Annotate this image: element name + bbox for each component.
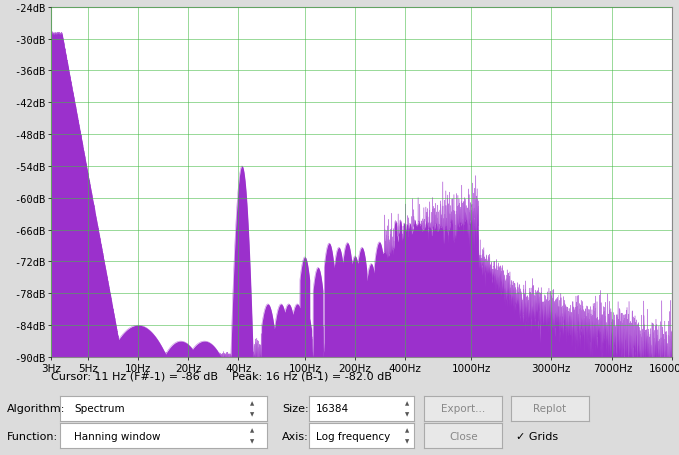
Text: ▲: ▲ (251, 400, 255, 405)
Text: ▲: ▲ (251, 428, 255, 433)
Text: Algorithm:: Algorithm: (7, 404, 65, 413)
Text: Export...: Export... (441, 404, 485, 413)
Text: ▼: ▼ (405, 439, 409, 444)
Text: ▼: ▼ (251, 411, 255, 416)
Text: Size:: Size: (282, 404, 308, 413)
Text: Replot: Replot (533, 404, 566, 413)
Text: Spectrum: Spectrum (74, 404, 125, 413)
Text: 16384: 16384 (316, 404, 350, 413)
Text: Function:: Function: (7, 431, 58, 440)
Text: Log frequency: Log frequency (316, 431, 390, 440)
Text: Close: Close (449, 431, 478, 440)
Text: ▼: ▼ (251, 439, 255, 444)
Text: Axis:: Axis: (282, 431, 308, 440)
Text: ▲: ▲ (405, 428, 409, 433)
Text: Hanning window: Hanning window (74, 431, 161, 440)
Text: Cursor: 11 Hz (F#-1) = -86 dB    Peak: 16 Hz (B-1) = -82.0 dB: Cursor: 11 Hz (F#-1) = -86 dB Peak: 16 H… (51, 370, 392, 380)
Text: ✓ Grids: ✓ Grids (516, 431, 558, 440)
Text: ▼: ▼ (405, 411, 409, 416)
Text: ▲: ▲ (405, 400, 409, 405)
